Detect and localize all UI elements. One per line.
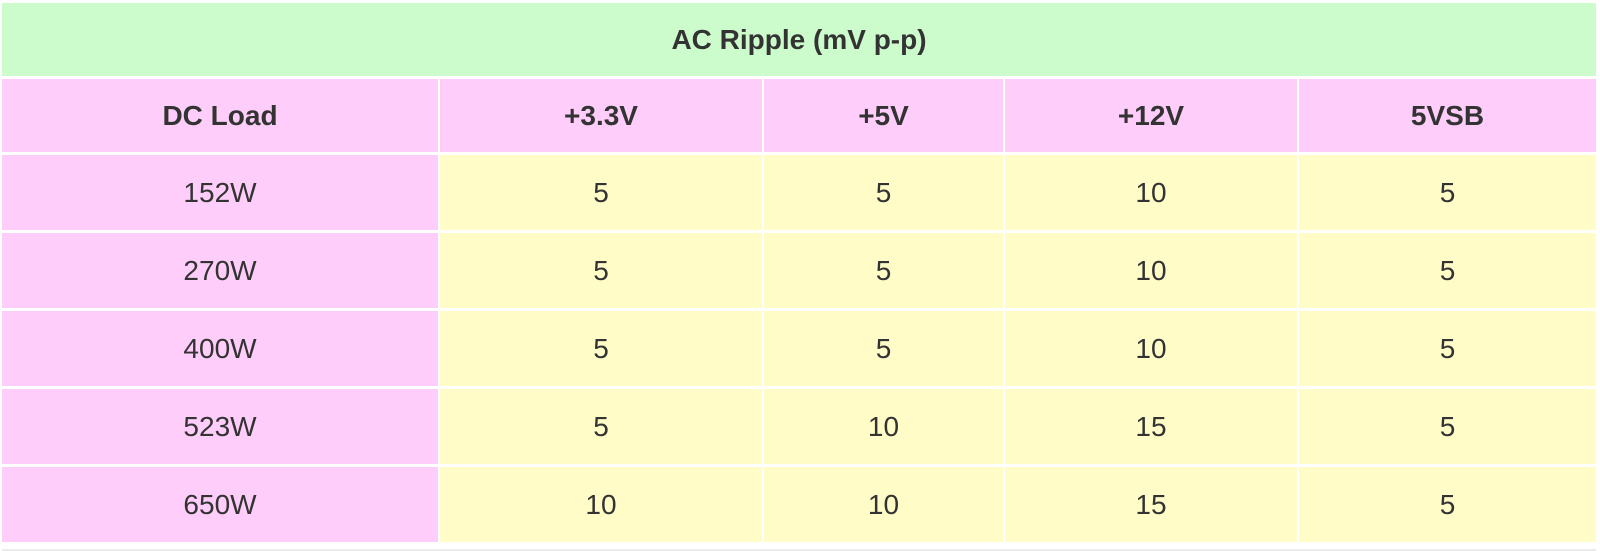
table-row: 400W 5 5 10 5 bbox=[2, 309, 1597, 389]
value-cell: 5 bbox=[438, 309, 763, 389]
value-cell: 5 bbox=[1296, 309, 1597, 389]
value-cell: 5 bbox=[1296, 231, 1597, 311]
load-cell: 400W bbox=[2, 309, 439, 389]
value-cell: 5 bbox=[1296, 465, 1597, 545]
column-header-dc-load: DC Load bbox=[2, 77, 439, 155]
next-element-top-edge bbox=[2, 549, 1596, 551]
table-title: AC Ripple (mV p-p) bbox=[2, 3, 1597, 79]
value-cell: 10 bbox=[1003, 309, 1298, 389]
table-header-row: DC Load +3.3V +5V +12V 5VSB bbox=[2, 77, 1597, 155]
value-cell: 15 bbox=[1003, 387, 1298, 467]
value-cell: 5 bbox=[438, 153, 763, 233]
column-header-12v: +12V bbox=[1003, 77, 1298, 155]
table-row: 270W 5 5 10 5 bbox=[2, 231, 1597, 311]
column-header-5vsb: 5VSB bbox=[1296, 77, 1597, 155]
value-cell: 10 bbox=[762, 387, 1004, 467]
value-cell: 10 bbox=[762, 465, 1004, 545]
value-cell: 10 bbox=[1003, 231, 1298, 311]
value-cell: 10 bbox=[438, 465, 763, 545]
table-row: 152W 5 5 10 5 bbox=[2, 153, 1597, 233]
value-cell: 5 bbox=[762, 309, 1004, 389]
load-cell: 523W bbox=[2, 387, 439, 467]
table-title-row: AC Ripple (mV p-p) bbox=[2, 3, 1597, 79]
ac-ripple-table: AC Ripple (mV p-p) DC Load +3.3V +5V +12… bbox=[2, 3, 1597, 545]
load-cell: 270W bbox=[2, 231, 439, 311]
column-header-5v: +5V bbox=[762, 77, 1004, 155]
value-cell: 5 bbox=[1296, 387, 1597, 467]
value-cell: 5 bbox=[1296, 153, 1597, 233]
table-row: 523W 5 10 15 5 bbox=[2, 387, 1597, 467]
table-row: 650W 10 10 15 5 bbox=[2, 465, 1597, 545]
column-header-3v3: +3.3V bbox=[438, 77, 763, 155]
value-cell: 5 bbox=[438, 231, 763, 311]
load-cell: 152W bbox=[2, 153, 439, 233]
load-cell: 650W bbox=[2, 465, 439, 545]
value-cell: 5 bbox=[762, 231, 1004, 311]
value-cell: 5 bbox=[438, 387, 763, 467]
value-cell: 5 bbox=[762, 153, 1004, 233]
value-cell: 15 bbox=[1003, 465, 1298, 545]
value-cell: 10 bbox=[1003, 153, 1298, 233]
